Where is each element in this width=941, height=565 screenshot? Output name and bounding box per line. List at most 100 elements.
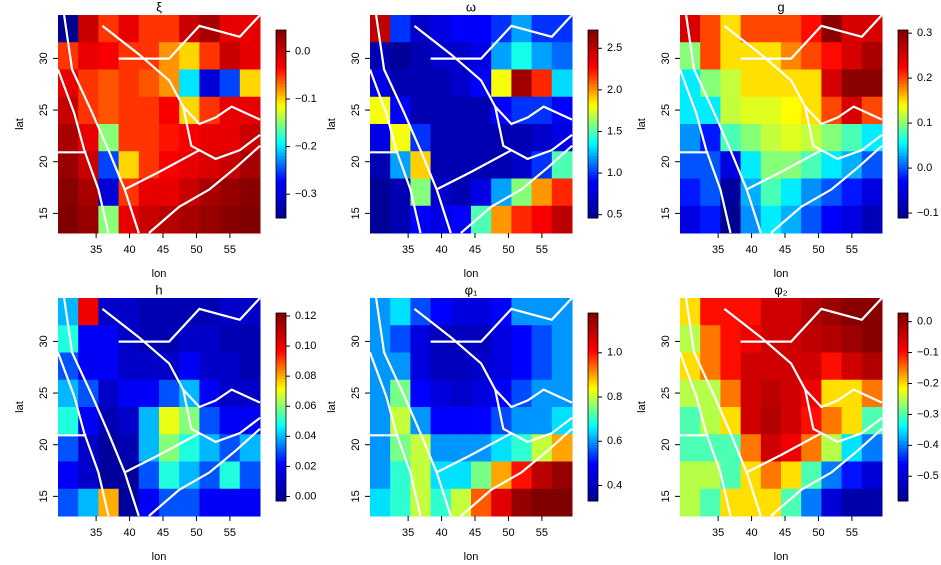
colorbar-swatch [588,39,598,44]
colorbar-swatch [898,124,908,128]
colorbar-tick-label: 2.0 [607,84,622,96]
colorbar-swatch [276,391,286,395]
colorbar-swatch [276,142,286,147]
colorbar-swatch [276,400,286,405]
colorbar-swatch [898,363,908,367]
cell [98,352,120,381]
colorbar-swatch [898,117,908,122]
y-tick-label: 30 [350,52,362,64]
colorbar-swatch [898,73,908,78]
colorbar-swatch [276,425,286,430]
x-axis-label: lon [774,551,789,563]
colorbar-swatch [276,497,286,502]
cell [450,96,472,125]
x-tick-label: 40 [435,244,447,256]
colorbar-swatch [276,341,286,345]
y-tick-label: 25 [350,104,362,116]
cell [491,15,512,43]
colorbar-swatch [276,39,286,44]
colorbar-swatch [588,83,598,87]
colorbar-swatch [276,381,286,386]
cell [410,461,432,490]
colorbar-swatch [898,192,908,197]
cell [471,42,492,70]
cell [98,298,120,326]
colorbar-tick-label: 1.5 [607,125,622,137]
cell [58,69,79,98]
colorbar-swatch [588,105,598,109]
colorbar-swatch [588,171,598,175]
cell [138,461,160,490]
cell [390,488,411,517]
colorbar-swatch [898,331,908,336]
colorbar-swatch [276,174,286,178]
cell [531,15,553,43]
colorbar-swatch [588,120,598,125]
cell [740,298,762,326]
cell [531,42,553,70]
x-tick-label: 45 [779,527,791,539]
coastline [56,69,110,234]
colorbar-swatch [898,189,908,194]
cell [58,461,79,490]
cell [239,124,261,152]
cell [821,205,843,234]
colorbar-swatch [276,77,286,81]
cell [98,151,120,179]
cell [680,434,701,462]
colorbar-swatch [898,475,908,480]
colorbar-swatch [898,432,908,436]
cell [219,205,241,234]
cell [720,379,742,408]
colorbar-swatch [276,435,286,439]
colorbar-frame [587,312,599,502]
cell [760,352,782,381]
colorbar-swatch [898,316,908,320]
cell [370,96,391,125]
cell [430,15,452,43]
cell [531,151,553,179]
cell [219,461,241,490]
cell [841,15,863,43]
colorbar-swatch [276,167,286,172]
colorbar-swatch [898,463,908,468]
colorbar-swatch [276,208,286,213]
cell [219,178,241,207]
colorbar-swatch [898,183,908,188]
colorbar-swatch [276,180,286,185]
colorbar-swatch [898,102,908,106]
colorbar-tick-label: 0.2 [917,72,932,84]
colorbar-swatch [588,80,598,84]
x-axis-label: lon [152,551,167,563]
colorbar-swatch [276,108,286,112]
colorbar-swatch [588,77,598,81]
cell [700,352,721,381]
cell [410,42,432,70]
colorbar-swatch [898,494,908,499]
cell [720,434,742,462]
coastline [804,106,883,161]
cell [219,325,241,353]
cell [118,96,140,125]
cell [138,379,160,408]
colorbar-swatch [276,105,286,109]
cell [491,178,512,207]
colorbar-swatch [588,64,598,69]
coastline [804,389,883,444]
cell [861,42,883,70]
coastline [740,297,883,343]
colorbar-swatch [588,136,598,141]
colorbar-swatch [276,58,286,62]
cell [760,69,782,98]
colorbar-tick-label: 0.08 [295,370,316,382]
colorbar-swatch [898,319,908,323]
cell [680,352,701,381]
colorbar-swatch [898,425,908,430]
colorbar-tick-label: 0.0 [295,45,310,57]
cell [219,69,241,98]
cell [219,151,241,179]
colorbar-swatch [588,444,598,449]
colorbar-swatch [276,92,286,97]
colorbar-swatch [588,89,598,94]
cell [239,298,261,326]
